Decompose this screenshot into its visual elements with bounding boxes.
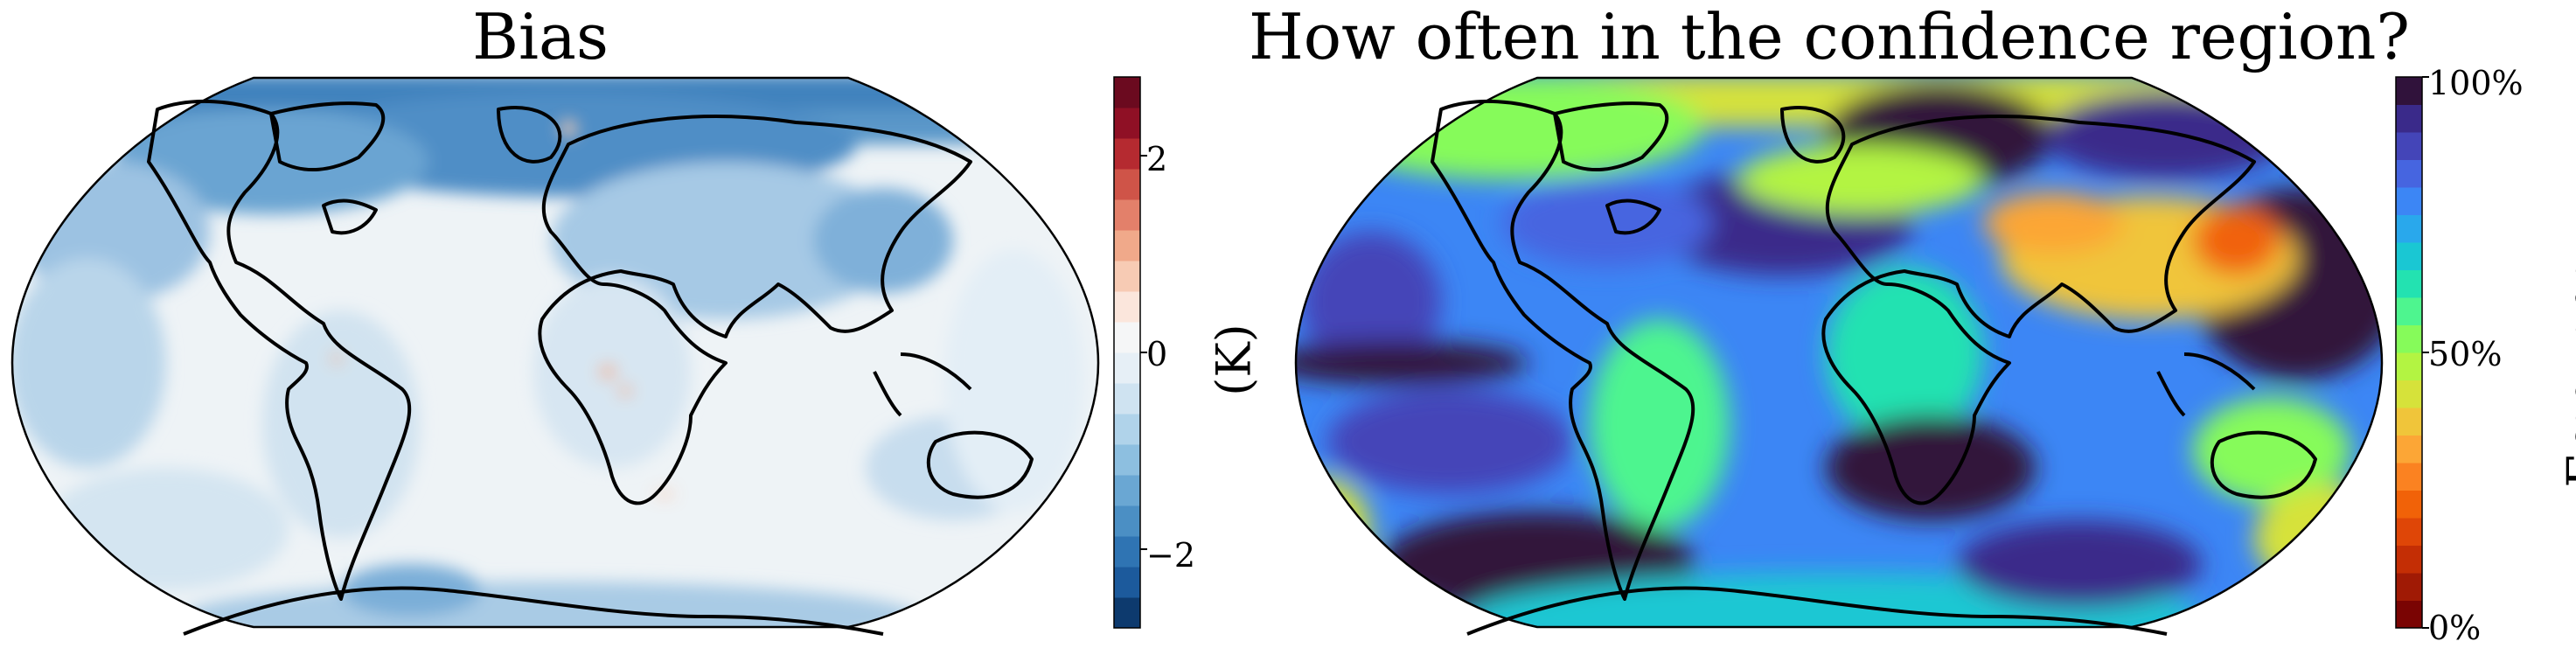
right-colorbar-tick-50: 50% [2428,335,2503,373]
right-frequency-map [1294,76,2384,636]
colorbar-bin [2396,518,2422,546]
colorbar-bin [1114,444,1140,476]
left-panel-title: Bias [472,0,609,73]
colorbar-bin [1114,261,1140,292]
colorbar-bin [2396,269,2422,298]
right-colorbar-tick-100: 100% [2428,64,2524,102]
right-colorbar-label: Frequency [2557,232,2576,488]
colorbar-bin [2396,132,2422,160]
colorbar-bin [2396,104,2422,133]
colorbar-bin [2396,159,2422,188]
colorbar-bin [2396,490,2422,519]
colorbar-bin [1114,352,1140,384]
colorbar-bin [1114,383,1140,415]
colorbar-bin [2396,77,2422,105]
colorbar-bin [1114,169,1140,200]
colorbar-bin [2396,573,2422,601]
colorbar-bin [1114,230,1140,261]
colorbar-bin [2396,408,2422,436]
colorbar-bin [1114,77,1140,108]
colorbar-bin [2396,545,2422,574]
colorbar-bin [1114,199,1140,231]
colorbar-bin [2396,435,2422,463]
colorbar-bin [1114,567,1140,598]
colorbar-bin [2396,380,2422,408]
colorbar-bin [1114,138,1140,170]
colorbar-bin [2396,297,2422,325]
right-colorbar-tick-0: 0% [2428,609,2482,647]
colorbar-bin [1114,505,1140,537]
colorbar-bin [2396,214,2422,243]
colorbar-bin [1114,536,1140,568]
colorbar-bin [1114,597,1140,629]
colorbar-bin [2396,352,2422,380]
left-colorbar-label: (K) [1206,324,1262,396]
colorbar-bin [1114,475,1140,506]
left-bias-map [10,76,1100,636]
colorbar-bin [2396,187,2422,215]
right-panel-title: How often in the confidence region? [1249,0,2410,73]
right-colorbar [2395,76,2429,629]
colorbar-bin [2396,600,2422,629]
colorbar-bin [1114,414,1140,445]
colorbar-bin [1114,108,1140,139]
colorbar-bin [1114,322,1140,353]
colorbar-bin [2396,324,2422,353]
colorbar-bin [1114,291,1140,323]
colorbar-bin [2396,463,2422,491]
left-colorbar-tick-0: 0 [1146,335,1168,373]
left-colorbar-tick-neg2: −2 [1146,536,1196,575]
left-colorbar-tick-2: 2 [1146,140,1168,178]
left-colorbar [1113,76,1147,629]
colorbar-bin [2396,242,2422,270]
